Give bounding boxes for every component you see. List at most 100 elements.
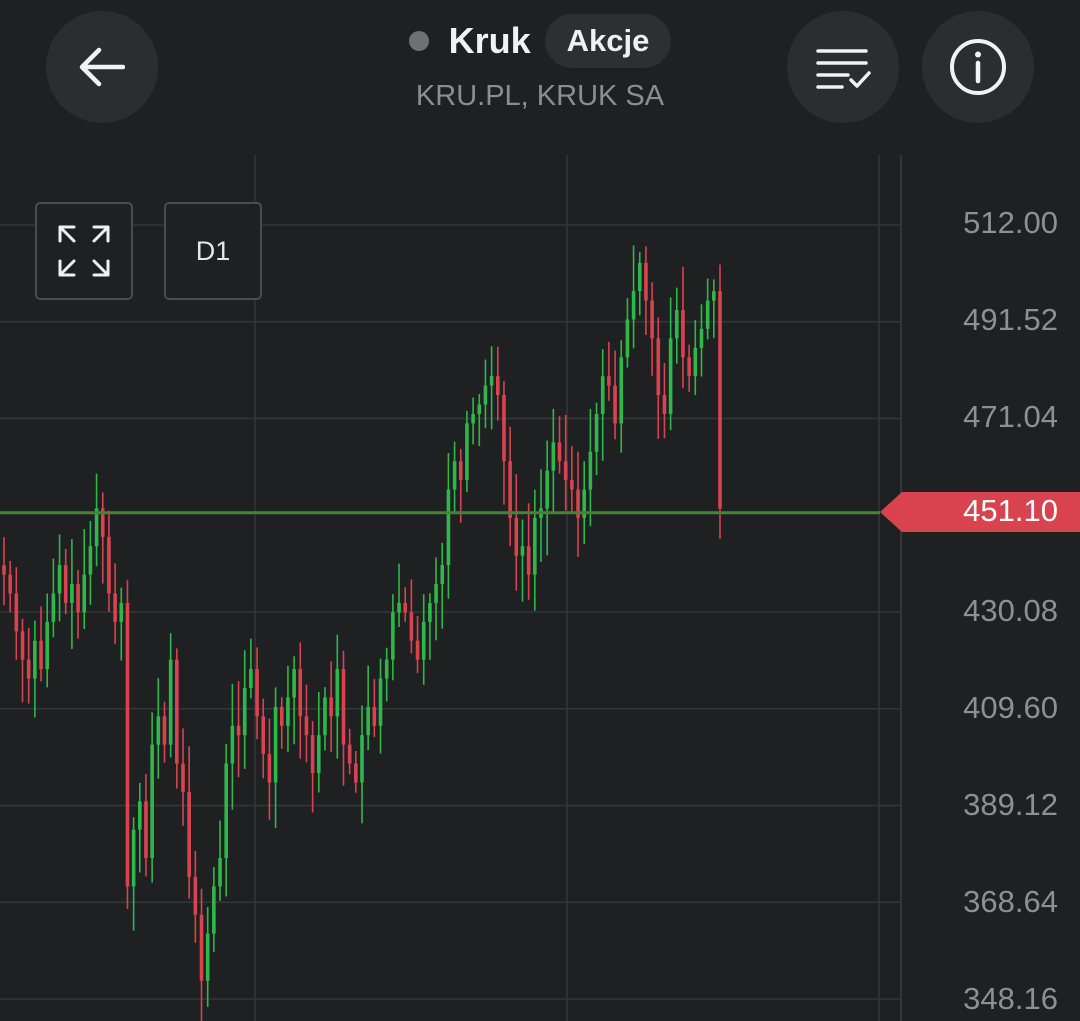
candle-body [446,489,451,566]
current-price-badge: 451.10 [880,492,1080,532]
candle-body [261,716,266,755]
price-chart[interactable] [0,155,1080,1021]
candle-body [212,886,216,934]
candle-body [588,451,593,490]
instrument-subtitle: KRU.PL, KRUK SA [415,80,665,112]
y-tick-label: 491.52 [963,302,1058,337]
candle-body [465,423,469,481]
candle-body [582,489,587,518]
candle-body [650,300,654,339]
candle-body [316,735,321,773]
y-tick-label: 430.08 [963,593,1058,628]
candle-body [119,602,124,622]
candle-body [681,310,685,358]
candle-body [520,546,525,556]
candle-body [594,413,599,452]
candle-body [242,687,247,736]
y-tick-label: 389.12 [963,787,1058,822]
candle-body [107,536,111,594]
candle-body [354,763,358,783]
candle-body [2,565,6,575]
instrument-type-badge: Akcje [544,14,672,68]
candle-body [415,640,420,660]
expand-icon [58,225,110,277]
candle-body [526,546,531,575]
candle-body [298,669,303,717]
candle-body [137,801,142,830]
candle-body [199,914,204,981]
timeframe-button[interactable]: D1 [164,202,262,300]
candle-body [249,669,253,688]
candle-body [495,376,500,396]
candle-body [39,640,43,670]
candle-body [576,489,580,518]
candle-body [279,706,284,726]
candle-body [712,291,716,301]
candle-body [156,716,161,745]
candle-body [218,858,222,887]
arrow-left-icon [79,47,125,87]
candle-body [489,376,494,386]
candle-body [662,395,667,414]
candle-body [131,829,136,887]
candle-body [33,640,37,679]
candle-body [273,706,278,783]
candle-body [483,385,488,405]
candle-body [168,659,173,745]
candle-body [391,612,395,660]
candle-body [63,565,68,603]
candle-body [637,262,642,292]
candle-body [88,546,93,575]
candle-body [409,612,414,641]
candle-body [255,669,259,717]
y-tick-label: 409.60 [963,690,1058,725]
candle-body [341,669,346,745]
instrument-name: Kruk [448,20,531,61]
candle-body [570,480,574,490]
candle-body [193,876,198,915]
candle-body [70,584,74,603]
candle-body [631,291,636,320]
market-status-dot [408,31,429,51]
candle-body [551,442,556,471]
candle-body [175,659,179,764]
candle-body [8,574,12,594]
candle-body [687,357,691,377]
y-tick-label: 348.16 [963,981,1058,1016]
candle-body [421,621,426,660]
candle-body [699,328,704,348]
candle-body [533,517,537,575]
candle-body [397,602,401,613]
info-button[interactable] [922,11,1034,123]
candle-body [693,347,698,377]
candle-body [372,706,377,726]
candle-body [384,659,389,679]
back-button[interactable] [46,11,158,123]
candle-body [557,442,562,462]
candlestick-series [2,245,722,1021]
instrument-title-row: Kruk Akcje [0,14,1080,68]
candle-body [434,584,438,603]
candle-body [428,602,432,622]
candle-body [100,508,105,537]
candle-body [619,357,624,424]
candle-body [674,310,679,339]
candle-body [113,593,117,622]
candle-body [656,338,661,396]
candle-body [267,754,272,783]
sort-check-icon [816,49,871,89]
candle-body [366,706,370,736]
candle-body [644,262,648,301]
candle-body [508,461,512,518]
candle-body [76,584,80,613]
candle-body [563,461,568,481]
indicators-button[interactable] [787,11,899,123]
candle-body [613,385,617,424]
candle-body [236,725,241,736]
candle-body [600,376,605,414]
candle-body [360,735,364,783]
y-tick-label: 368.64 [963,884,1058,919]
candle-body [51,593,56,622]
fullscreen-button[interactable] [35,202,133,300]
candle-body [347,744,352,764]
